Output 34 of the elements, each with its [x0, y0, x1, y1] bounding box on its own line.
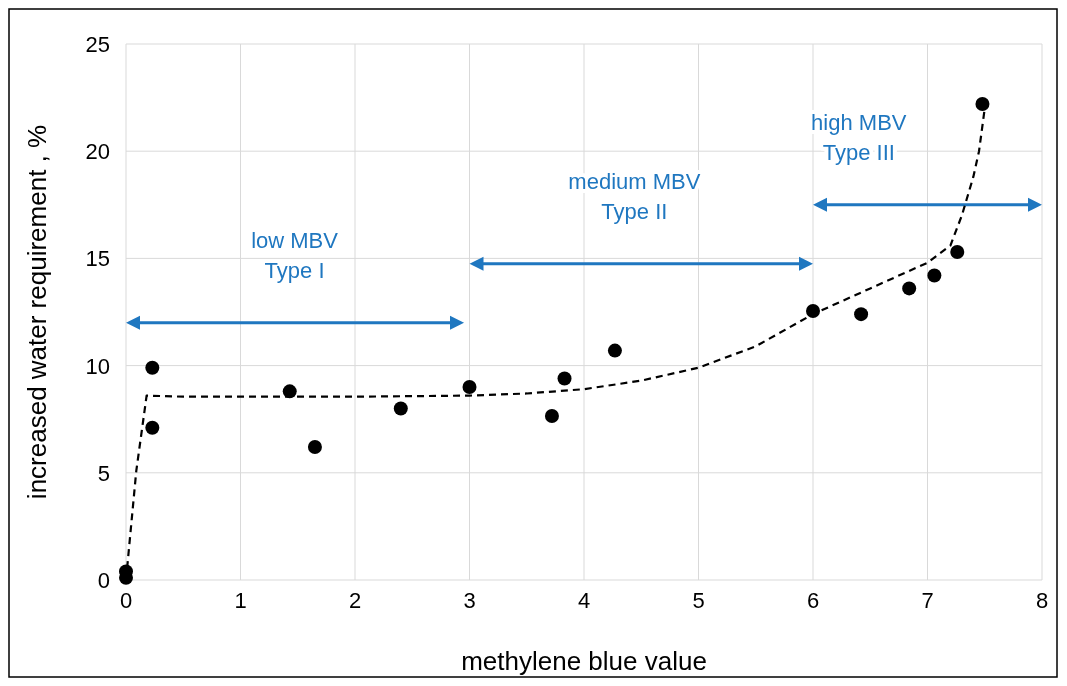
point: [393, 401, 408, 416]
point: [145, 420, 160, 435]
y-axis-title: increased water requirement , %: [22, 124, 52, 500]
x-tick-label: 1: [234, 588, 247, 613]
point: [607, 343, 622, 358]
x-tick-label: 6: [806, 588, 820, 613]
point: [307, 440, 322, 455]
y-tick-label: 5: [97, 460, 110, 486]
point: [854, 307, 869, 322]
point: [902, 281, 917, 296]
point: [145, 360, 160, 375]
x-tick-label: 7: [921, 588, 934, 613]
point: [950, 244, 965, 259]
annotation: medium MBV Type II: [568, 168, 701, 224]
x-tick-label: 2: [348, 588, 362, 613]
annotation: high MBV Type III: [811, 109, 907, 165]
y-tick-label: 25: [85, 32, 110, 57]
y-tick-label: 10: [85, 353, 110, 379]
x-axis-title: methylene blue value: [461, 646, 707, 676]
x-tick-label: 8: [1035, 588, 1049, 613]
y-tick-label: 20: [85, 139, 110, 165]
x-tick-label: 5: [692, 588, 705, 613]
x-tick-label: 3: [463, 588, 476, 613]
point: [462, 380, 477, 395]
y-tick-label: 15: [85, 246, 110, 272]
point: [975, 97, 990, 112]
point: [806, 303, 820, 318]
point: [544, 408, 559, 423]
x-tick-label: 4: [577, 588, 591, 613]
point: [557, 371, 572, 386]
point: [927, 268, 942, 283]
x-tick-label: 0: [119, 588, 133, 613]
y-tick-label: 0: [97, 568, 110, 593]
annotation: low MBV Type I: [251, 227, 339, 283]
